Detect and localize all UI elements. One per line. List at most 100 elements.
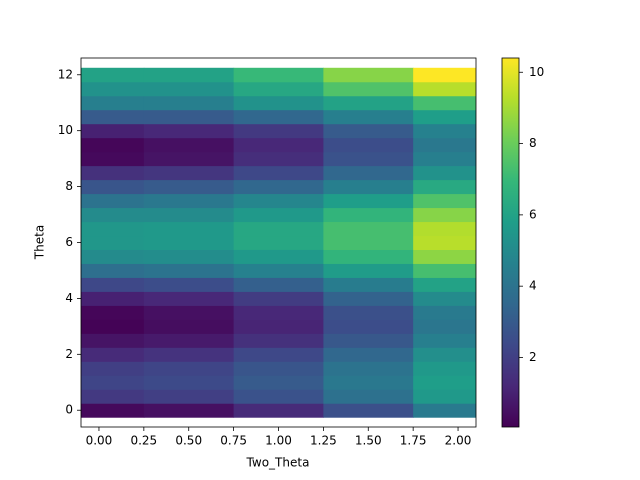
cell <box>233 403 324 418</box>
cell <box>233 333 324 348</box>
cell <box>413 179 476 195</box>
cell <box>143 375 235 390</box>
cell <box>143 151 235 167</box>
y-tick-label: 10 <box>58 123 73 137</box>
cell <box>81 249 145 264</box>
cell <box>323 319 414 334</box>
cell <box>143 277 235 292</box>
cell <box>413 263 476 278</box>
cell <box>81 291 145 306</box>
y-tick-label: 12 <box>58 67 73 81</box>
x-tick-label: 0.00 <box>86 434 113 448</box>
x-tick-label: 1.25 <box>310 434 337 448</box>
cell <box>143 347 235 362</box>
cell <box>143 95 235 111</box>
cell <box>233 151 324 167</box>
cell <box>81 333 145 348</box>
cell <box>323 179 414 195</box>
colorbar-tick-label: 6 <box>529 207 537 221</box>
cell <box>323 263 414 278</box>
cell <box>143 389 235 404</box>
cell <box>323 347 414 362</box>
cell <box>413 109 476 125</box>
cell <box>143 207 235 223</box>
cell <box>143 333 235 348</box>
cell <box>233 249 324 264</box>
y-axis-label: Theta <box>33 225 47 260</box>
cell <box>323 389 414 404</box>
cell <box>233 109 324 125</box>
cell <box>81 109 145 125</box>
cell <box>143 235 235 250</box>
cell <box>233 165 324 181</box>
cell <box>81 305 145 320</box>
cell <box>81 81 145 97</box>
cell <box>413 123 476 139</box>
cell <box>413 389 476 404</box>
cell <box>143 403 235 418</box>
cell <box>233 67 324 83</box>
cell <box>413 165 476 181</box>
cell <box>233 319 324 334</box>
cell <box>233 263 324 278</box>
cell <box>143 361 235 376</box>
cell <box>323 151 414 167</box>
cell <box>233 81 324 97</box>
cell <box>413 361 476 376</box>
cell <box>323 277 414 292</box>
cell <box>413 305 476 320</box>
cell <box>81 319 145 334</box>
cell <box>323 109 414 125</box>
cell <box>81 221 145 237</box>
cell <box>143 165 235 181</box>
cell <box>323 165 414 181</box>
cell <box>81 207 145 223</box>
cell <box>323 403 414 418</box>
colorbar-tick-label: 4 <box>529 279 537 293</box>
cell <box>323 123 414 139</box>
cell <box>233 347 324 362</box>
cell <box>323 235 414 250</box>
cell <box>81 137 145 153</box>
x-tick-label: 0.50 <box>175 434 202 448</box>
x-tick-label: 1.75 <box>400 434 427 448</box>
cell <box>413 347 476 362</box>
cell <box>413 137 476 153</box>
cell <box>143 67 235 83</box>
cell <box>81 389 145 404</box>
cell <box>81 263 145 278</box>
colorbar-tick-label: 2 <box>529 350 537 364</box>
x-tick-label: 2.00 <box>445 434 472 448</box>
cell <box>413 207 476 223</box>
cell <box>413 95 476 111</box>
cell <box>143 291 235 306</box>
cell <box>323 81 414 97</box>
cell <box>81 403 145 418</box>
x-tick-label: 1.50 <box>355 434 382 448</box>
cell <box>81 193 145 209</box>
cell <box>233 291 324 306</box>
cell <box>81 347 145 362</box>
x-tick-label: 0.75 <box>220 434 247 448</box>
cell <box>143 249 235 264</box>
cell <box>81 361 145 376</box>
cell <box>233 389 324 404</box>
colorbar <box>501 57 520 428</box>
cell <box>233 375 324 390</box>
cell <box>323 291 414 306</box>
cell <box>413 291 476 306</box>
cell <box>81 165 145 181</box>
cell <box>413 67 476 83</box>
cell <box>233 179 324 195</box>
cell <box>413 81 476 97</box>
cell <box>81 123 145 139</box>
cell <box>323 67 414 83</box>
cell <box>81 375 145 390</box>
cell <box>233 361 324 376</box>
cell <box>323 375 414 390</box>
cell <box>143 123 235 139</box>
y-tick-label: 0 <box>65 403 73 417</box>
cell <box>413 333 476 348</box>
cell <box>413 375 476 390</box>
y-tick-label: 8 <box>65 179 73 193</box>
